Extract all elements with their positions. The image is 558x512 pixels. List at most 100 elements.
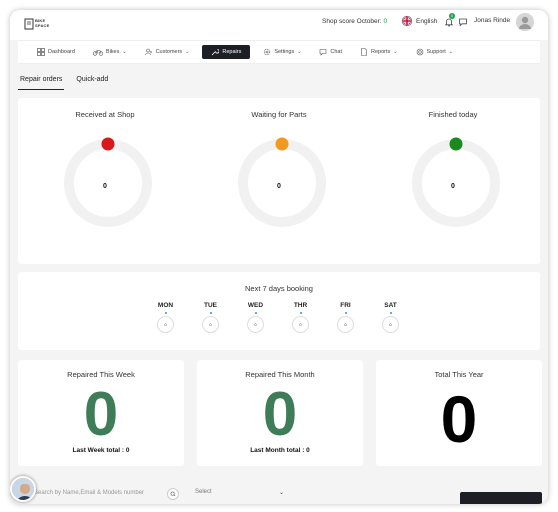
nav-bikes[interactable]: Bikes ⌄ [88, 45, 132, 59]
nav-bikes-label: Bikes [105, 49, 120, 55]
tab-quick-add[interactable]: Quick-add [76, 76, 109, 83]
day-fri[interactable]: FRI 0 [336, 302, 355, 333]
nav-reports[interactable]: Reports ⌄ [355, 45, 402, 59]
day-count: 0 [247, 316, 264, 333]
booking-card: Next 7 days booking MON 0 TUE 0 WED 0 TH… [18, 272, 540, 350]
stat-value: 0 [440, 382, 478, 456]
nav-dashboard[interactable]: Dashboard [32, 45, 80, 59]
user-name[interactable]: Jonas Rinde [474, 17, 511, 24]
stat-title: Repaired This Month [245, 370, 315, 379]
indicator-dot [389, 312, 392, 314]
status-dot [449, 137, 463, 151]
nav-chat-label: Chat [330, 49, 343, 55]
support-avatar[interactable] [10, 476, 36, 502]
gauge-title: Finished today [428, 110, 478, 119]
indicator-dot [254, 312, 257, 314]
gauge-value: 0 [451, 183, 455, 190]
main-nav: Dashboard Bikes ⌄ Customers ⌄ Repairs Se… [18, 40, 540, 64]
day-thr[interactable]: THR 0 [291, 302, 310, 333]
message-icon[interactable] [458, 17, 468, 27]
select-value: Select [195, 489, 212, 495]
day-name: TUE [204, 302, 217, 309]
chevron-down-icon: ⌄ [393, 49, 398, 55]
search-button[interactable] [167, 488, 179, 500]
day-count: 0 [157, 316, 174, 333]
stat-value: 0 [262, 380, 298, 449]
add-repair-button[interactable] [460, 492, 542, 504]
nav-settings-label: Settings [274, 49, 295, 55]
booking-days: MON 0 TUE 0 WED 0 THR 0 FRI [156, 302, 400, 333]
uk-flag-icon [402, 16, 412, 26]
day-count: 0 [292, 316, 309, 333]
nav-customers-label: Customers [155, 49, 183, 55]
tab-repair-orders[interactable]: Repair orders [18, 72, 65, 90]
language-label: English [416, 17, 438, 25]
donut-chart [412, 137, 500, 227]
indicator-dot [344, 312, 347, 314]
indicator-dot [299, 312, 302, 314]
nav-dashboard-label: Dashboard [48, 49, 75, 55]
logo-text-2: SPACE [35, 23, 50, 28]
wrench-icon [212, 49, 220, 56]
day-tue[interactable]: TUE 0 [201, 302, 220, 333]
day-mon[interactable]: MON 0 [156, 302, 175, 333]
chevron-down-icon: ⌄ [278, 490, 284, 496]
bike-icon [92, 50, 103, 56]
app-window: BIKE SPACE Shop score October: 0 English [10, 10, 548, 504]
status-card: Received at Shop 0 Waiting for Parts 0 F… [18, 98, 540, 264]
search-icon [170, 491, 176, 497]
gauge-value: 0 [277, 183, 281, 190]
nav-support-label: Support [426, 49, 446, 55]
nav-chat[interactable]: Chat [314, 45, 347, 59]
day-name: SAT [384, 302, 397, 309]
day-name: FRI [340, 302, 351, 309]
chevron-down-icon: ⌄ [122, 49, 127, 55]
shop-score: Shop score October: 0 [322, 18, 387, 25]
nav-repairs-label: Repairs [222, 49, 242, 55]
chevron-down-icon: ⌄ [297, 49, 302, 55]
gauge-waiting[interactable]: Waiting for Parts 0 [192, 98, 366, 264]
search-input[interactable]: Search by Name,Email & Models number [34, 490, 145, 496]
day-sat[interactable]: SAT 0 [381, 302, 400, 333]
bell-icon[interactable] [444, 17, 454, 27]
nav-reports-label: Reports [371, 49, 391, 55]
stat-card-month: Repaired This Month 0 Last Month total :… [197, 360, 363, 466]
day-wed[interactable]: WED 0 [246, 302, 265, 333]
gauge-title: Waiting for Parts [251, 110, 307, 119]
gauge-received[interactable]: Received at Shop 0 [18, 98, 192, 264]
stat-footer: Last Week total : 0 [72, 447, 130, 454]
day-count: 0 [337, 316, 354, 333]
nav-settings[interactable]: Settings ⌄ [258, 45, 306, 59]
status-dot [101, 137, 115, 151]
dashboard-icon [37, 48, 45, 56]
stat-footer: Last Month total : 0 [250, 447, 310, 454]
language-selector[interactable]: English [402, 16, 437, 26]
status-dot [275, 137, 289, 151]
logo[interactable]: BIKE SPACE [24, 17, 50, 31]
stat-value: 0 [83, 380, 119, 449]
nav-customers[interactable]: Customers ⌄ [140, 45, 195, 59]
stat-card-year: Total This Year 0 [376, 360, 542, 466]
stat-card-week: Repaired This Week 0 Last Week total : 0 [18, 360, 184, 466]
booking-title: Next 7 days booking [245, 284, 313, 293]
notification-badge: 0 [449, 13, 455, 19]
chat-icon [320, 49, 327, 56]
gear-icon [264, 48, 271, 56]
logo-text-1: BIKE [35, 18, 46, 23]
logo-icon [24, 18, 34, 30]
day-count: 0 [382, 316, 399, 333]
gauge-finished[interactable]: Finished today 0 [366, 98, 540, 264]
nav-support[interactable]: Support ⌄ [411, 45, 458, 59]
filter-bar: Search by Name,Email & Models number Sel… [18, 482, 542, 504]
day-name: MON [157, 302, 174, 309]
status-select[interactable]: Select ⌄ [186, 489, 288, 501]
nav-repairs[interactable]: Repairs [202, 45, 251, 59]
shop-score-label: Shop score October: [322, 18, 382, 25]
customers-icon [144, 48, 152, 56]
user-avatar[interactable] [516, 13, 534, 31]
day-name: WED [247, 302, 264, 309]
top-header: BIKE SPACE Shop score October: 0 English [10, 10, 548, 40]
support-icon [416, 48, 423, 56]
stat-title: Total This Year [434, 370, 484, 379]
indicator-dot [164, 312, 167, 314]
